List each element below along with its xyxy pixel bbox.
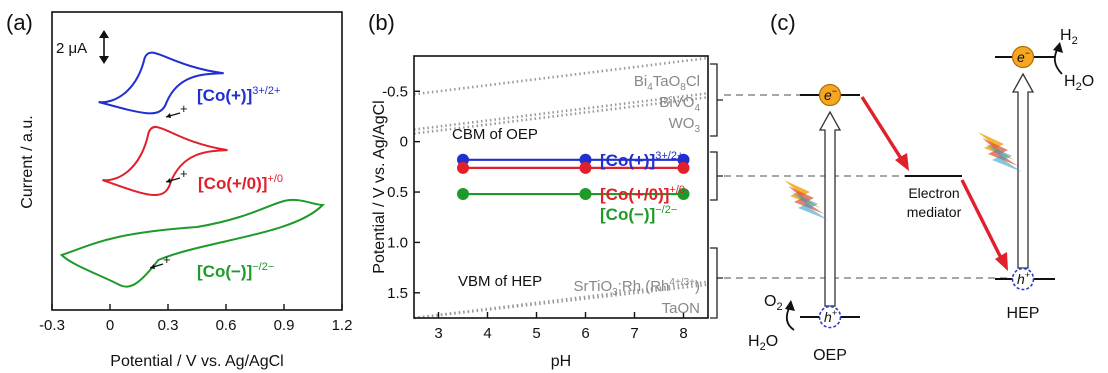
b-y-tick-label: 0	[400, 134, 408, 151]
panel-b-xlabel: pH	[551, 353, 571, 370]
hep-label: HEP	[1007, 305, 1040, 322]
hep-electron	[1011, 45, 1035, 69]
hep-electron-label: e−	[1017, 48, 1030, 65]
label-bivo4: BiVO4	[659, 94, 700, 114]
panel-a-frame	[51, 11, 343, 311]
panel-b-label: (b)	[368, 10, 395, 35]
b-y-tick-label: 0.5	[387, 184, 408, 201]
oep-hole	[818, 305, 842, 329]
a-x-tick-label: -0.3	[39, 317, 65, 334]
panel-a-xlabel: Potential / V vs. Ag/AgCl	[110, 353, 283, 370]
b-x-tick-label: 4	[483, 325, 491, 342]
a-x-tick-label: 0	[106, 317, 114, 334]
label-bi4taocl: Bi4TaO8Cl	[634, 73, 700, 93]
legend-co-minus: [Co(−)]−/2−	[197, 261, 274, 281]
panel-b: (b) 3 4 5 6 7 8 -0.5 0 0.5 1.0 1.5 pH Potential / …	[368, 10, 723, 370]
mediator-label-2: mediator	[907, 204, 962, 220]
a-x-tick-label: 0.9	[274, 317, 295, 334]
label-wo3: WO3	[669, 115, 701, 135]
scale-bar-label: 2 μA	[56, 40, 87, 57]
transfer-arrow-2	[960, 179, 1004, 261]
a-x-tick-label: 1.2	[332, 317, 353, 334]
b-series-point	[677, 161, 690, 174]
cv-curve-co-minus	[59, 198, 326, 288]
bracket-mediator	[710, 151, 723, 201]
b-x-tick-label: 7	[630, 325, 638, 342]
legend-b-co-plus-zero: [Co(+/0)]+/0	[600, 184, 685, 204]
b-series-point	[579, 188, 592, 201]
b-y-tick-label: 1.0	[387, 234, 408, 251]
light-bolt-icon-2	[978, 132, 1022, 172]
panel-c-label: (c)	[770, 10, 796, 35]
a-x-tick-label: 0.6	[216, 317, 237, 334]
b-y-tick-label: 1.5	[387, 285, 408, 302]
h2o-label-oep: H2O	[748, 333, 778, 353]
bracket-vbm	[710, 247, 723, 319]
svg-text:+: +	[163, 252, 171, 267]
legend-b-co-plus: [Co(+)]3+/2+	[600, 150, 683, 170]
b-x-tick-label: 3	[434, 325, 442, 342]
legend-b-co-minus: [Co(−)]−/2−	[600, 204, 677, 224]
panel-a-x-ticks: -0.3 0 0.3 0.6 0.9 1.2	[39, 304, 352, 334]
transfer-arrow-1	[860, 96, 904, 161]
panel-b-series	[457, 153, 690, 201]
hep-hole	[1011, 267, 1035, 291]
oxidation-arrowhead	[785, 300, 795, 311]
oep-hole-label: h+	[824, 308, 837, 325]
label-srtio3: SrTiO3:Rh (Rh4+/3+)	[574, 277, 700, 298]
mediator-label-1: Electron	[908, 185, 959, 201]
h2o-label-hep: H2O	[1064, 73, 1094, 93]
panel-b-ylabel: Potential / V vs. Ag/AgCl	[371, 100, 388, 273]
panel-a-ylabel: Current / a.u.	[19, 115, 36, 208]
light-bolt-icon	[784, 180, 828, 220]
scan-arrow-2: +	[165, 166, 188, 183]
scan-arrow-1: +	[165, 101, 188, 118]
svg-text:+: +	[180, 101, 188, 116]
svg-text:+: +	[180, 166, 188, 181]
oep-electron-label: e−	[824, 86, 837, 103]
hep-hole-label: h+	[1017, 270, 1030, 287]
hep-excitation-arrow	[1011, 72, 1035, 269]
panel-c: (c) e− h+ OEP O2 H2O Electron mediator	[724, 10, 1094, 364]
bracket-cbm	[710, 63, 723, 137]
oep-electron	[818, 83, 842, 107]
b-x-tick-label: 6	[581, 325, 589, 342]
transfer-arrowhead-1	[895, 153, 909, 171]
panel-a-label: (a)	[6, 10, 33, 35]
cv-curve-co-plus-zero	[102, 126, 228, 196]
b-series-point	[579, 161, 592, 174]
legend-co-plus-zero: [Co(+/0)]+/0	[198, 173, 283, 193]
scan-arrow-3: +	[149, 252, 171, 269]
b-series-point	[457, 161, 469, 174]
oep-label: OEP	[813, 347, 847, 364]
transfer-arrowhead-2	[995, 252, 1008, 271]
panel-a: (a) -0.3 0 0.3 0.6 0.9 1.2 Potential / V vs. …	[6, 10, 352, 370]
o2-label: O2	[764, 293, 783, 313]
panel-b-frame	[413, 55, 709, 319]
b-series-point	[677, 188, 690, 201]
annotation-cbm: CBM of OEP	[452, 126, 538, 143]
label-taon: TaON	[662, 300, 700, 317]
cv-curve-co-plus	[98, 51, 224, 115]
legend-co-plus: [Co(+)]3+/2+	[197, 85, 280, 105]
reduction-arrowhead	[1053, 42, 1063, 53]
b-x-tick-label: 5	[532, 325, 540, 342]
oep-excitation-arrow	[818, 110, 842, 307]
annotation-vbm: VBM of HEP	[458, 273, 542, 290]
b-x-tick-label: 8	[679, 325, 687, 342]
panel-b-ticks: 3 4 5 6 7 8 -0.5 0 0.5 1.0 1.5	[382, 83, 688, 342]
h2-label: H2	[1060, 27, 1078, 47]
a-x-tick-label: 0.3	[158, 317, 179, 334]
scale-bar-arrowheads	[99, 30, 109, 64]
b-y-tick-label: -0.5	[382, 83, 408, 100]
b-series-point	[457, 188, 469, 201]
